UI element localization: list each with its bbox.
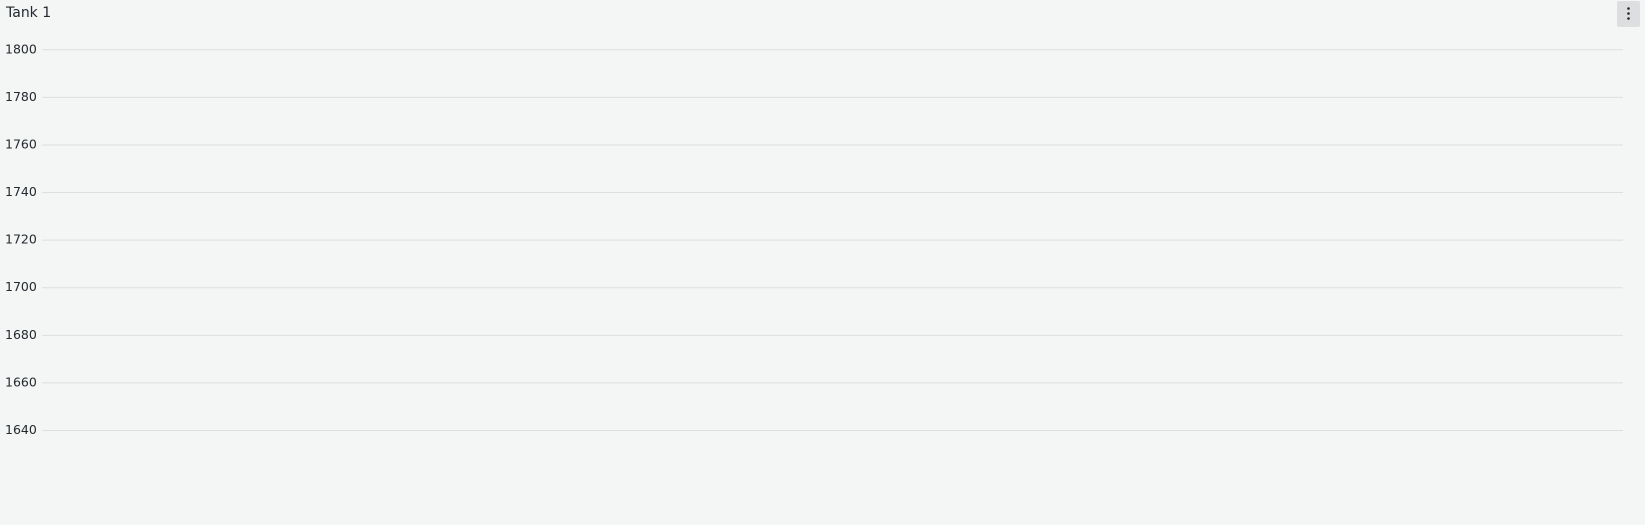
menu-dot <box>1627 7 1630 10</box>
menu-dot <box>1627 12 1630 15</box>
chart-title: Tank 1 <box>5 5 51 21</box>
y-tick-label: 1680 <box>5 327 37 342</box>
y-tick-label: 1780 <box>5 89 37 104</box>
y-tick-label: 1800 <box>5 41 37 56</box>
menu-dot <box>1627 17 1630 20</box>
y-tick-label: 1660 <box>5 374 37 389</box>
y-tick-label: 1720 <box>5 232 37 247</box>
y-tick-label: 1640 <box>5 422 37 437</box>
axis-labels: 16401660168017001720174017601780180008:2… <box>5 41 37 437</box>
y-tick-label: 1740 <box>5 184 37 199</box>
y-tick-label: 1760 <box>5 136 37 151</box>
grid <box>42 49 1623 432</box>
y-tick-label: 1700 <box>5 279 37 294</box>
